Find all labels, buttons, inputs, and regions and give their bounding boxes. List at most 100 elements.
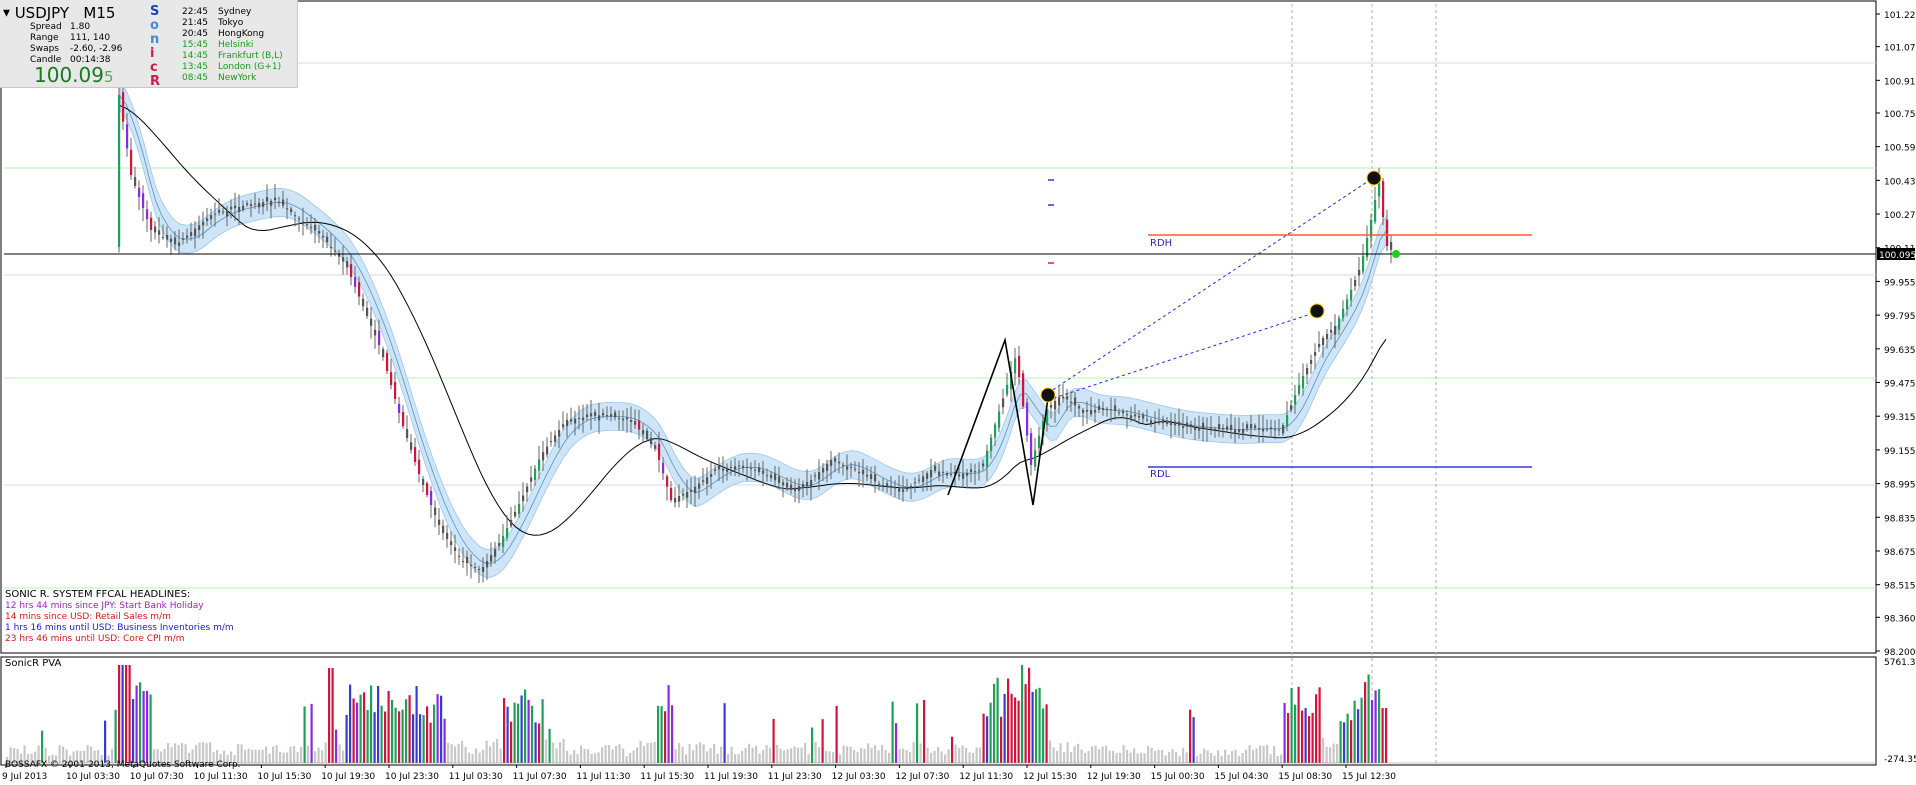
- volume-bar: [167, 743, 170, 763]
- volume-bar: [223, 750, 226, 763]
- candle-body: [778, 476, 781, 483]
- candle-body: [1286, 415, 1289, 427]
- volume-bar: [226, 754, 229, 763]
- candle-body: [1066, 396, 1069, 400]
- volume-bar: [188, 752, 191, 763]
- candle-body: [430, 490, 433, 505]
- volume-bar: [1042, 708, 1045, 763]
- volume-bar: [489, 746, 492, 763]
- candle-body: [854, 468, 857, 470]
- volume-bar: [338, 744, 341, 763]
- candle-body: [574, 418, 577, 424]
- candle-body: [730, 467, 733, 468]
- session-time: 15:45: [182, 40, 208, 50]
- volume-bar: [1112, 750, 1115, 763]
- candle-body: [1198, 427, 1201, 431]
- candle-body: [986, 450, 989, 467]
- volume-bar: [408, 695, 411, 763]
- volume-bar: [678, 742, 681, 763]
- candle-body: [762, 470, 765, 474]
- candle-body: [994, 424, 997, 438]
- volume-bar: [1087, 751, 1090, 763]
- volume-bar: [1129, 752, 1132, 763]
- candle-body: [618, 418, 621, 419]
- volume-bar: [912, 741, 915, 763]
- candle-body: [130, 149, 133, 175]
- volume-bar: [128, 665, 131, 763]
- volume-bar: [674, 749, 677, 763]
- candle-body: [242, 205, 245, 210]
- price-axis-label: 98.200: [1884, 648, 1916, 658]
- candle-body: [1234, 429, 1237, 434]
- candle-body: [1386, 219, 1389, 246]
- candle-body: [246, 203, 249, 205]
- volume-bar: [240, 744, 243, 763]
- volume-bar: [471, 754, 474, 763]
- headlines-title: SONIC R. SYSTEM FFCAL HEADLINES:: [5, 589, 191, 600]
- volume-bar: [1311, 712, 1314, 763]
- volume-bar: [1175, 752, 1178, 763]
- candle-body: [666, 476, 669, 487]
- volume-bar: [1367, 674, 1370, 763]
- pivot-marker: [1366, 170, 1382, 186]
- volume-bar: [1059, 743, 1062, 763]
- candle-body: [646, 430, 649, 440]
- volume-bar: [1080, 749, 1083, 763]
- volume-bar: [818, 747, 821, 763]
- candle-body: [642, 430, 645, 435]
- candle-body: [1366, 238, 1369, 258]
- time-axis-label: 15 Jul 00:30: [1151, 772, 1205, 782]
- volume-bar: [321, 750, 324, 763]
- candle-body: [846, 466, 849, 470]
- volume-bar: [755, 745, 758, 763]
- volume-bar: [1217, 750, 1220, 763]
- candle-body: [1086, 410, 1089, 412]
- volume-bar: [1101, 746, 1104, 763]
- time-axis-label: 9 Jul 2013: [2, 772, 47, 782]
- candle-body: [370, 318, 373, 326]
- volume-bar: [541, 699, 544, 763]
- candle-body: [310, 226, 313, 228]
- volume-bar: [989, 702, 992, 763]
- candle-body: [594, 411, 597, 416]
- volume-bar: [1227, 754, 1230, 763]
- info-label: Swaps: [30, 44, 59, 54]
- volume-bar: [1269, 754, 1272, 763]
- candle-body: [278, 201, 281, 203]
- volume-bar: [76, 750, 79, 763]
- candle-body: [966, 472, 969, 476]
- volume-bar: [1094, 745, 1097, 763]
- volume-bar: [881, 744, 884, 763]
- volume-bar: [34, 751, 37, 763]
- dropdown-triangle-icon[interactable]: ▼: [3, 8, 10, 19]
- candle-body: [906, 488, 909, 490]
- candle-body: [698, 483, 701, 489]
- volume-bar: [440, 695, 443, 763]
- volume-bar: [552, 742, 555, 763]
- volume-bar: [1290, 687, 1293, 763]
- volume-bar: [937, 747, 940, 763]
- candle-body: [530, 477, 533, 482]
- volume-bar: [814, 742, 817, 763]
- session-time: 13:45: [182, 62, 208, 72]
- volume-bar: [891, 701, 894, 763]
- volume-bar: [786, 749, 789, 763]
- volume-bar: [391, 699, 394, 763]
- candle-body: [1002, 398, 1005, 408]
- volume-bar: [821, 719, 824, 763]
- volume-bar: [1091, 746, 1094, 763]
- timeframe: M15: [83, 4, 116, 22]
- candle-body: [882, 484, 885, 486]
- volume-bar: [762, 749, 765, 763]
- volume-bar: [216, 749, 219, 763]
- volume-bar: [1140, 752, 1143, 763]
- candle-body: [230, 206, 233, 210]
- volume-bar: [177, 745, 180, 763]
- candle-body: [558, 429, 561, 437]
- candle-body: [546, 446, 549, 455]
- volume-bar: [394, 707, 397, 763]
- time-axis-label: 12 Jul 15:30: [1023, 772, 1077, 782]
- volume-bar: [1189, 709, 1192, 763]
- symbol-title[interactable]: ▼ USDJPY M15: [3, 4, 115, 22]
